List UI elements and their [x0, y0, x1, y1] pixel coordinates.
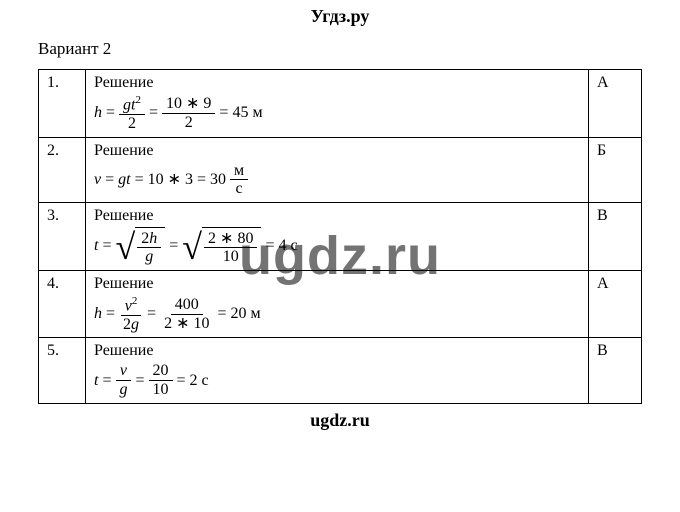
fraction: v2 2g — [119, 295, 143, 334]
solution-label: Решение — [94, 342, 580, 360]
variant-label: Вариант 2 — [0, 33, 680, 69]
sqrt: √ 2h g — [115, 227, 165, 266]
frac-bot: 2 — [124, 115, 140, 133]
row-answer: А — [589, 270, 642, 338]
row-answer: Б — [589, 137, 642, 202]
frac-bot: 2 — [181, 114, 197, 132]
result: = 2 с — [177, 373, 209, 389]
table-row: 4. Решение h = v2 2g = 400 2 ∗ 10 = 20 м… — [39, 270, 642, 338]
frac-top: 2 ∗ 80 — [204, 230, 257, 249]
row-number: 2. — [39, 137, 86, 202]
frac-top: 10 ∗ 9 — [162, 95, 215, 114]
solutions-table-wrap: 1. Решение h = gt2 2 = 10 ∗ 9 2 = 45 м А… — [0, 69, 680, 404]
row-number: 5. — [39, 338, 86, 403]
row-solution: Решение v = gt = 10 ∗ 3 = 30 м с — [86, 137, 589, 202]
frac-bot: g — [141, 248, 157, 266]
lhs: t = — [94, 373, 111, 389]
row-number: 1. — [39, 70, 86, 138]
frac-bot: с — [232, 180, 247, 198]
eq: = — [169, 238, 178, 254]
frac-bot: 10 — [219, 248, 243, 266]
row-number: 3. — [39, 202, 86, 270]
table-row: 2. Решение v = gt = 10 ∗ 3 = 30 м с Б — [39, 137, 642, 202]
row-answer: А — [589, 70, 642, 138]
result: = 45 м — [219, 105, 262, 121]
sqrt-sign: √ — [115, 229, 135, 268]
solution-label: Решение — [94, 142, 580, 160]
frac-top: v2 — [121, 295, 142, 316]
row-answer: В — [589, 338, 642, 403]
page-footer: ugdz.ru — [0, 404, 680, 437]
formula: t = √ 2h g = √ 2 ∗ 80 10 — [94, 227, 580, 266]
frac-bot: 10 — [149, 381, 173, 399]
frac-top: v — [116, 362, 131, 381]
frac-top: 2h — [137, 230, 161, 249]
sqrt: √ 2 ∗ 80 10 — [182, 227, 261, 266]
frac-top: м — [230, 162, 248, 181]
eq: = — [135, 373, 144, 389]
page-header: Угдз.ру — [0, 0, 680, 33]
row-solution: Решение h = gt2 2 = 10 ∗ 9 2 = 45 м — [86, 70, 589, 138]
table-row: 3. Решение t = √ 2h g = √ 2 ∗ 80 — [39, 202, 642, 270]
row-solution: Решение t = v g = 20 10 = 2 с — [86, 338, 589, 403]
result: = 4 с — [265, 238, 297, 254]
fraction: 20 10 — [149, 362, 173, 398]
solution-label: Решение — [94, 275, 580, 293]
formula: h = gt2 2 = 10 ∗ 9 2 = 45 м — [94, 94, 580, 133]
solutions-table: 1. Решение h = gt2 2 = 10 ∗ 9 2 = 45 м А… — [38, 69, 642, 404]
fraction: gt2 2 — [119, 94, 145, 133]
eq: = — [149, 105, 158, 121]
frac-top: 400 — [171, 296, 203, 315]
frac-top: 20 — [149, 362, 173, 381]
row-solution: Решение h = v2 2g = 400 2 ∗ 10 = 20 м — [86, 270, 589, 338]
unit-fraction: м с — [230, 162, 248, 198]
table-row: 5. Решение t = v g = 20 10 = 2 с В — [39, 338, 642, 403]
lhs: v = gt = 10 ∗ 3 = 30 — [94, 172, 226, 188]
row-answer: В — [589, 202, 642, 270]
row-number: 4. — [39, 270, 86, 338]
row-solution: Решение t = √ 2h g = √ 2 ∗ 80 10 — [86, 202, 589, 270]
lhs: t = — [94, 238, 111, 254]
fraction: 400 2 ∗ 10 — [160, 296, 213, 332]
lhs: h = — [94, 306, 115, 322]
sqrt-sign: √ — [182, 229, 202, 268]
fraction: 10 ∗ 9 2 — [162, 95, 215, 131]
result: = 20 м — [217, 306, 260, 322]
formula: t = v g = 20 10 = 2 с — [94, 362, 580, 398]
frac-bot: g — [115, 381, 131, 399]
sqrt-body: 2h g — [135, 227, 165, 266]
solution-label: Решение — [94, 207, 580, 225]
fraction: v g — [115, 362, 131, 398]
solution-label: Решение — [94, 74, 580, 92]
sqrt-body: 2 ∗ 80 10 — [202, 227, 261, 266]
formula: h = v2 2g = 400 2 ∗ 10 = 20 м — [94, 295, 580, 334]
eq: = — [147, 306, 156, 322]
frac-bot: 2 ∗ 10 — [160, 315, 213, 333]
frac-top: gt2 — [119, 94, 145, 115]
lhs: h = — [94, 105, 115, 121]
formula: v = gt = 10 ∗ 3 = 30 м с — [94, 162, 580, 198]
table-row: 1. Решение h = gt2 2 = 10 ∗ 9 2 = 45 м А — [39, 70, 642, 138]
frac-bot: 2g — [119, 316, 143, 334]
